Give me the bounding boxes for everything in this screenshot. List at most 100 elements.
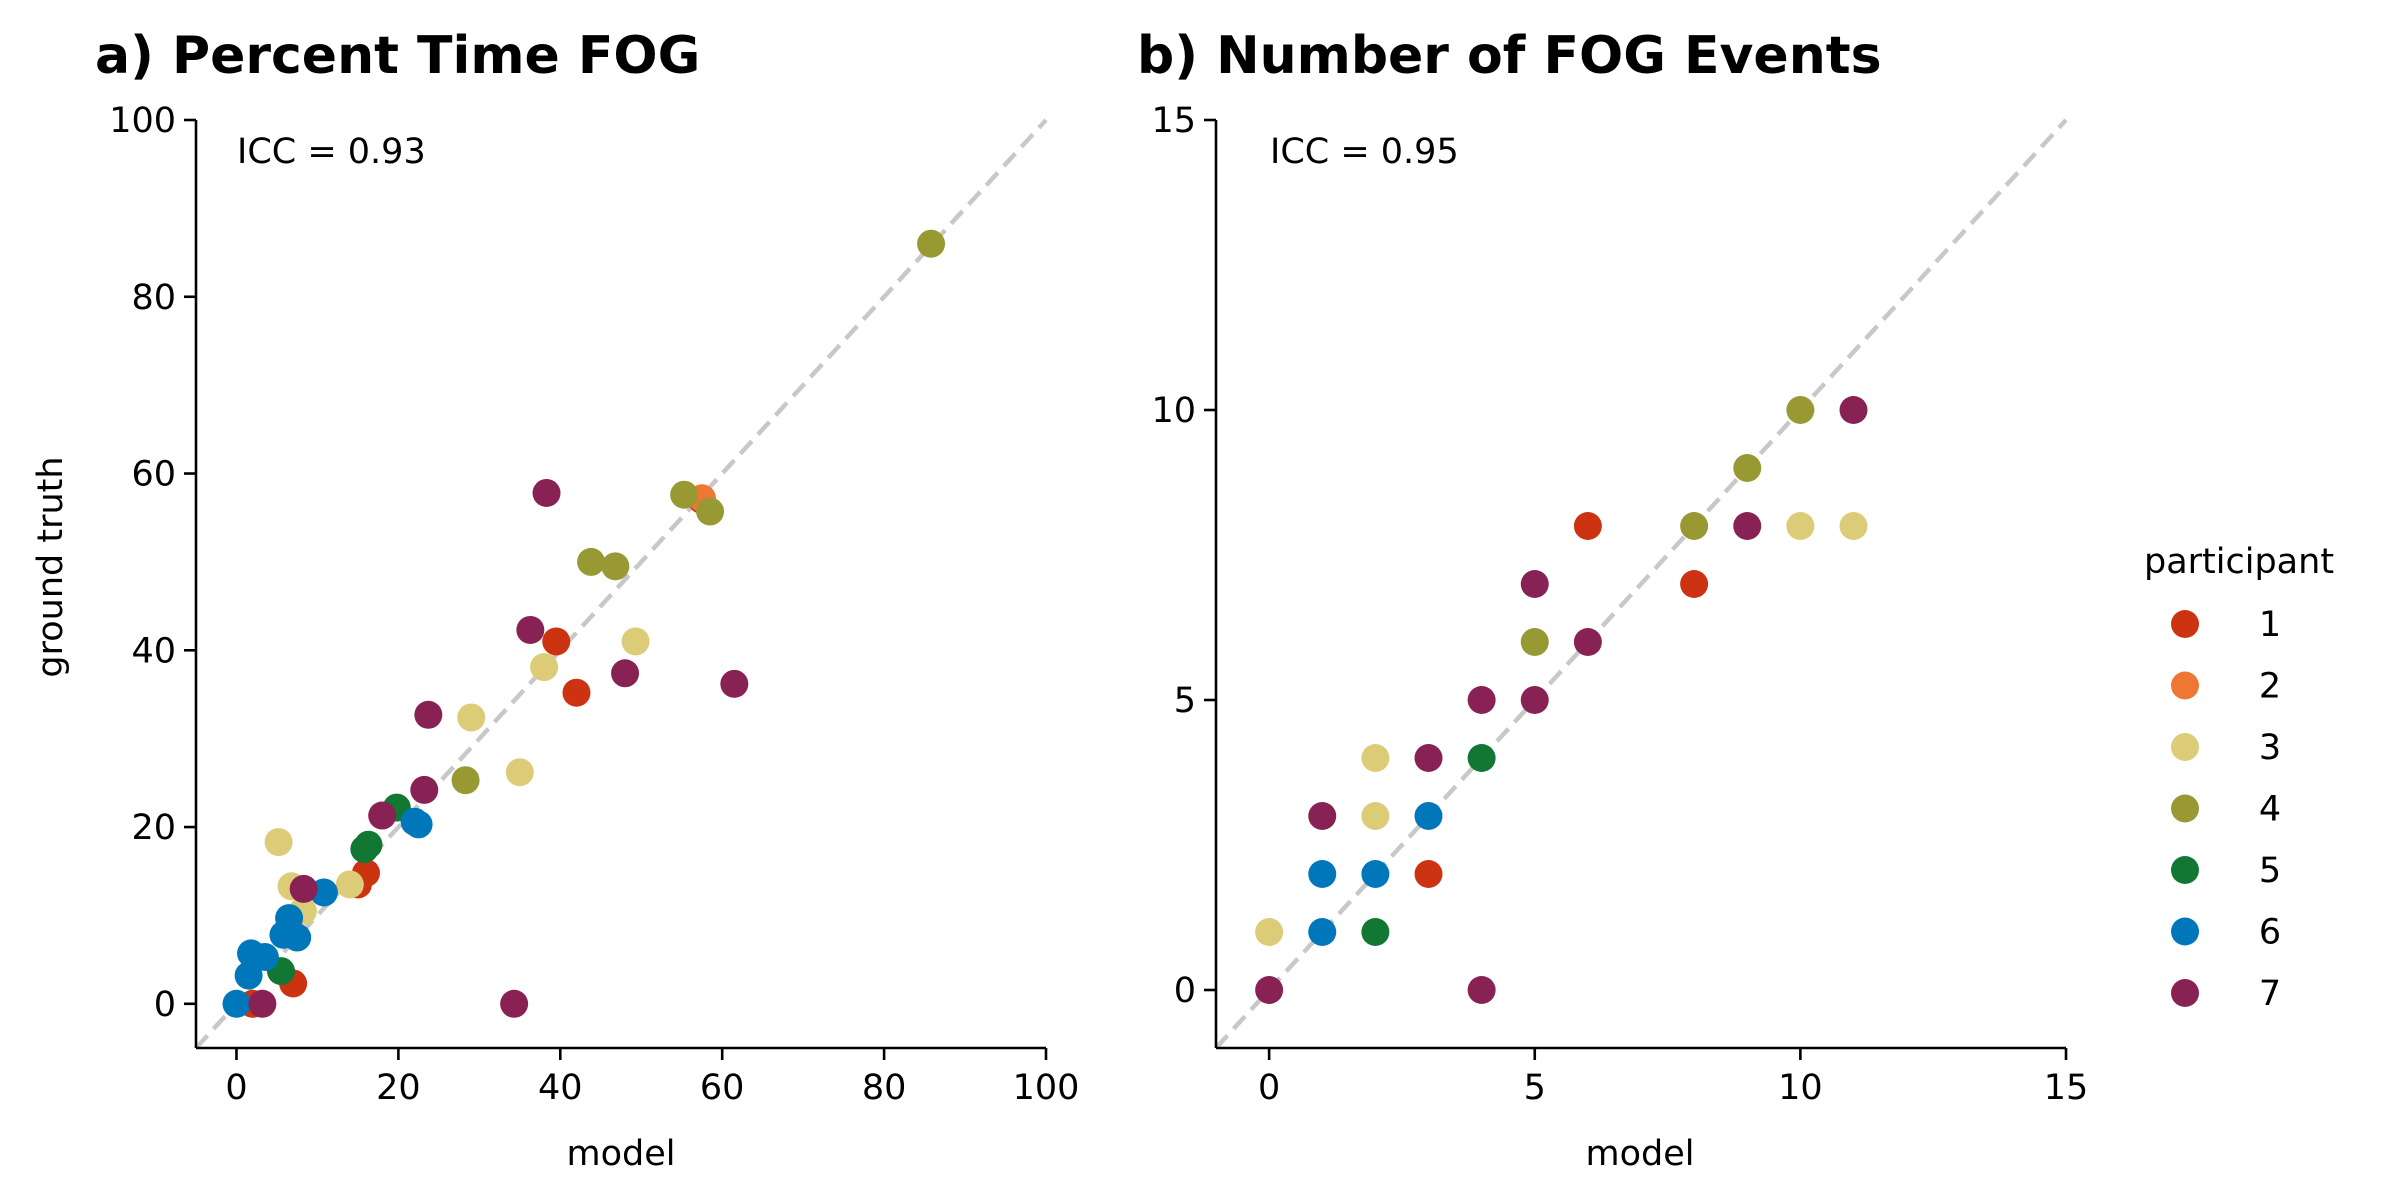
x-tick-label-a: 40 (538, 1068, 583, 1108)
data-point-participant-6 (1308, 918, 1337, 946)
y-tick-label-b: 5 (1174, 681, 1196, 721)
legend-marker-4 (2171, 794, 2199, 823)
x-tick-label-a: 100 (1013, 1068, 1080, 1108)
data-point-participant-4 (1786, 396, 1815, 424)
data-point-participant-7 (1467, 686, 1496, 714)
legend: participant 1 2 3 4 5 6 7 (2144, 542, 2334, 1014)
data-point-participant-7 (516, 615, 545, 644)
legend-marker-7 (2171, 979, 2199, 1007)
data-point-participant-3 (505, 758, 534, 787)
x-tick-label-a: 80 (862, 1068, 907, 1108)
data-point-participant-5 (354, 830, 383, 859)
y-tick-label-b: 15 (1151, 101, 1196, 141)
data-point-participant-6 (404, 810, 433, 839)
data-point-participant-7 (1520, 686, 1549, 714)
data-point-participant-7 (410, 775, 439, 804)
data-point-participant-7 (611, 659, 640, 688)
panel-percent-time-fog: a) Percent Time FOG ground truth model I… (31, 26, 1079, 1174)
data-point-participant-4 (917, 229, 946, 258)
data-point-participant-4 (601, 552, 630, 581)
data-point-participant-7 (1839, 396, 1868, 424)
panel-title-b: b) Number of FOG Events (1137, 26, 1882, 86)
data-point-participant-7 (248, 989, 277, 1018)
data-point-participant-1 (1414, 860, 1443, 888)
icc-annotation-b: ICC = 0.95 (1270, 132, 1459, 172)
legend-marker-6 (2171, 917, 2199, 946)
data-point-participant-6 (234, 961, 263, 990)
legend-label-3: 3 (2259, 728, 2281, 768)
data-point-participant-6 (250, 942, 279, 971)
data-point-participant-4 (670, 480, 699, 509)
data-point-participant-7 (532, 478, 561, 507)
x-tick-label-b: 10 (1778, 1068, 1823, 1108)
data-point-participant-7 (1414, 744, 1443, 772)
data-point-participant-6 (1308, 860, 1337, 888)
y-tick-label-b: 10 (1151, 391, 1196, 431)
icc-annotation-a: ICC = 0.93 (237, 132, 426, 172)
data-point-participant-6 (1361, 860, 1390, 888)
legend-marker-1 (2171, 610, 2199, 638)
legend-label-7: 7 (2259, 974, 2281, 1014)
data-point-participant-3 (264, 828, 293, 857)
data-point-participant-1 (1680, 570, 1709, 598)
legend-marker-3 (2171, 733, 2199, 761)
y-tick-label-a: 60 (131, 455, 176, 495)
y-tick-label-a: 40 (131, 631, 176, 671)
data-point-participant-7 (1520, 570, 1549, 598)
data-point-participant-6 (1414, 802, 1443, 830)
data-point-participant-4 (451, 766, 480, 795)
legend-title: participant (2144, 542, 2334, 582)
x-tick-label-a: 20 (376, 1068, 421, 1108)
data-point-participant-4 (1520, 628, 1549, 656)
identity-line-a (194, 118, 1048, 1050)
data-point-participant-6 (222, 989, 251, 1018)
x-tick-label-b: 5 (1524, 1068, 1546, 1108)
x-tick-label-b: 0 (1258, 1068, 1280, 1108)
data-point-participant-7 (289, 874, 318, 903)
data-point-participant-3 (1361, 744, 1390, 772)
data-point-participant-4 (1733, 454, 1762, 482)
data-point-participant-3 (1255, 918, 1284, 946)
data-point-participant-6 (283, 923, 312, 952)
data-point-participant-3 (621, 627, 650, 656)
y-tick-label-a: 100 (109, 101, 176, 141)
data-point-participant-3 (457, 703, 486, 732)
x-tick-label-a: 0 (225, 1068, 247, 1108)
x-tick-label-a: 60 (700, 1068, 745, 1108)
data-point-participant-7 (720, 669, 749, 698)
data-point-participant-7 (1308, 802, 1337, 830)
data-point-participant-7 (1255, 976, 1284, 1004)
y-axis-label-a: ground truth (31, 456, 71, 677)
data-point-participant-3 (1839, 512, 1868, 540)
data-point-participant-3 (1361, 802, 1390, 830)
data-point-participant-4 (696, 497, 725, 526)
y-tick-label-a: 0 (154, 985, 176, 1025)
legend-label-4: 4 (2259, 790, 2281, 830)
data-point-participant-3 (530, 653, 559, 682)
data-point-participant-7 (1573, 628, 1602, 656)
panel-number-of-fog-events: b) Number of FOG Events model ICC = 0.95… (1137, 26, 2088, 1174)
data-point-participant-1 (542, 627, 571, 656)
legend-label-1: 1 (2259, 605, 2281, 645)
panel-title-a: a) Percent Time FOG (95, 26, 700, 86)
legend-label-6: 6 (2259, 913, 2281, 953)
data-point-participant-7 (368, 801, 397, 830)
data-point-participant-7 (1467, 976, 1496, 1004)
x-axis-label-b: model (1586, 1134, 1695, 1174)
data-point-participant-4 (1680, 512, 1709, 540)
data-point-participant-1 (1573, 512, 1602, 540)
x-axis-label-a: model (567, 1134, 676, 1174)
x-tick-label-b: 15 (2044, 1068, 2089, 1108)
y-tick-label-b: 0 (1174, 971, 1196, 1011)
data-point-participant-4 (577, 547, 606, 576)
legend-marker-2 (2171, 671, 2199, 700)
data-point-participant-5 (1361, 918, 1390, 946)
data-point-participant-7 (1733, 512, 1762, 540)
data-point-participant-7 (500, 989, 529, 1018)
y-tick-label-a: 80 (131, 278, 176, 318)
data-point-participant-1 (562, 678, 591, 707)
legend-label-2: 2 (2259, 667, 2281, 707)
identity-line-b (1214, 118, 2068, 1050)
legend-marker-5 (2171, 856, 2199, 884)
